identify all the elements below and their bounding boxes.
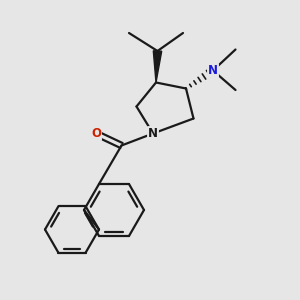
Text: N: N [148, 127, 158, 140]
Text: O: O [91, 127, 101, 140]
Text: N: N [208, 64, 218, 77]
Polygon shape [153, 51, 162, 82]
